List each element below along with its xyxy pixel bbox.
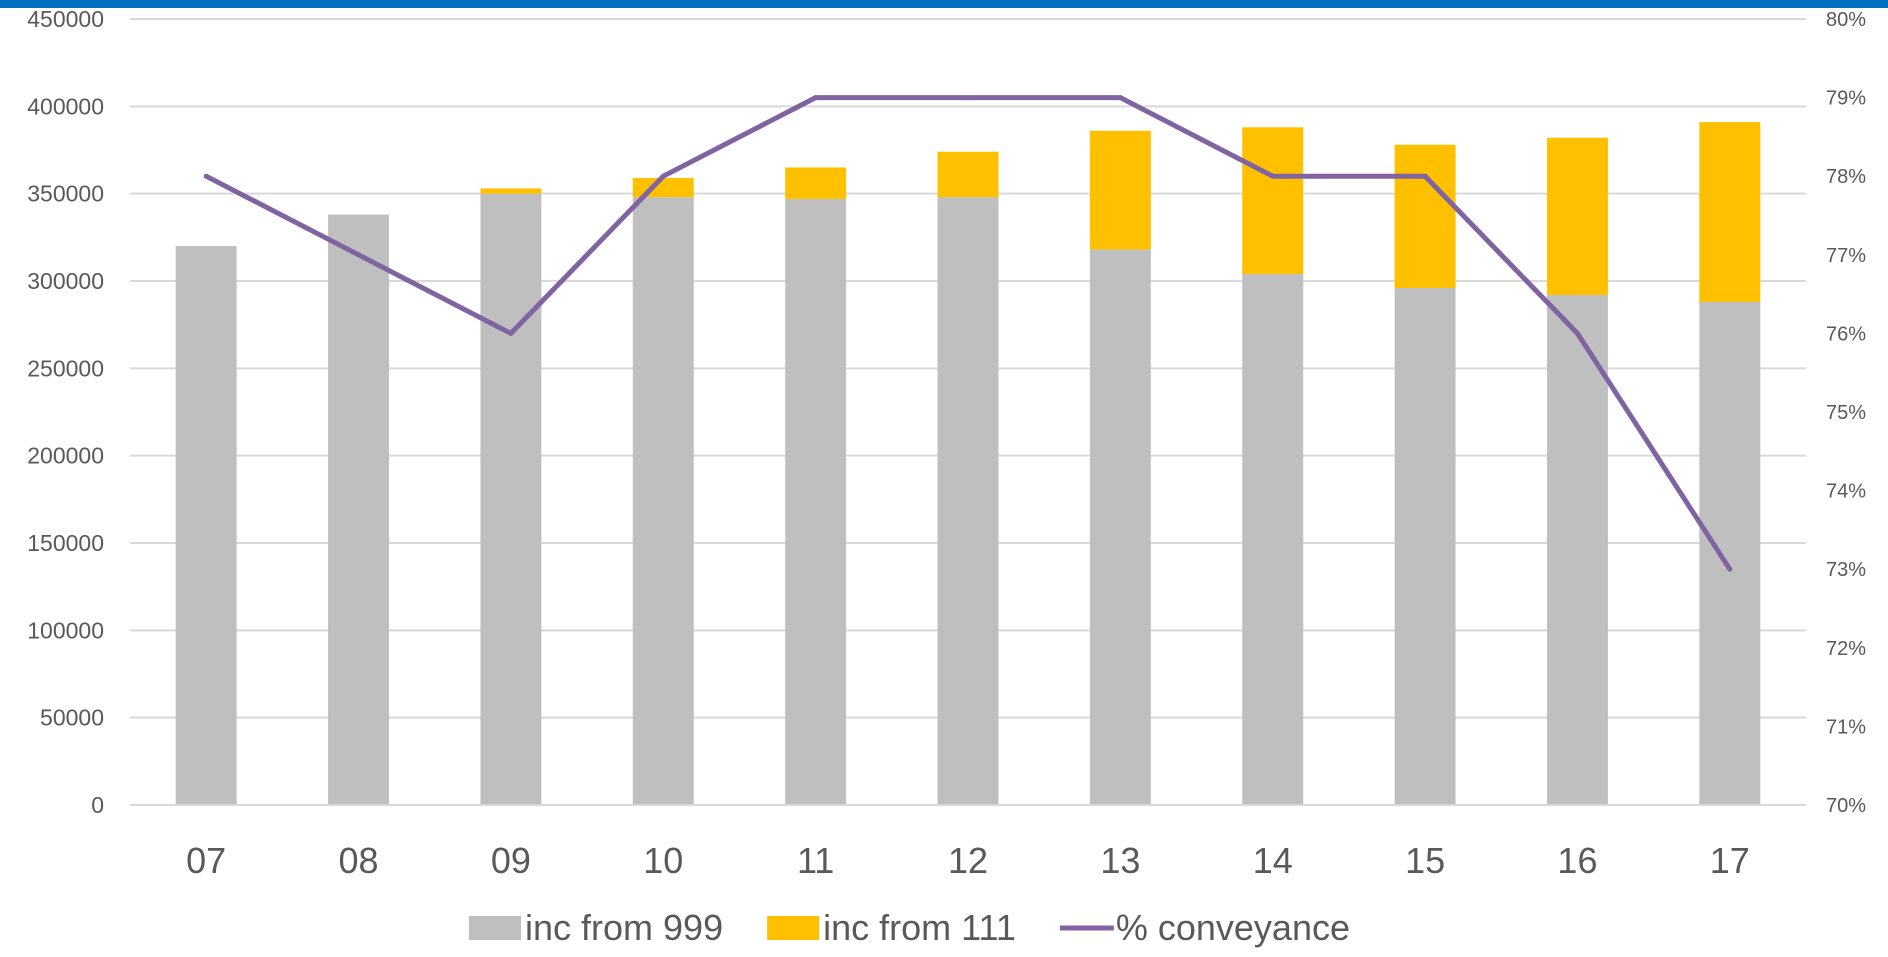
right-tick-label: 77% (1826, 245, 1866, 267)
legend-label: % conveyance (1116, 907, 1350, 948)
conveyance-point (508, 330, 514, 336)
x-tick-label: 16 (1557, 840, 1597, 881)
legend-label: inc from 111 (823, 907, 1016, 948)
right-tick-label: 73% (1826, 559, 1866, 581)
x-tick-label: 13 (1100, 840, 1140, 881)
conveyance-point (356, 252, 362, 258)
bar-inc-from-111 (1242, 127, 1304, 275)
left-tick-label: 0 (91, 792, 104, 818)
conveyance-point (965, 95, 971, 101)
conveyance-point (660, 173, 666, 179)
bar-inc-from-999 (328, 214, 390, 806)
right-tick-label: 71% (1826, 716, 1866, 738)
left-tick-label: 450000 (27, 6, 104, 32)
bar-inc-from-999 (785, 198, 847, 805)
x-tick-label: 12 (948, 840, 988, 881)
right-tick-label: 70% (1826, 795, 1866, 817)
left-tick-label: 400000 (27, 93, 104, 119)
x-tick-label: 07 (186, 840, 226, 881)
conveyance-point (1727, 566, 1733, 572)
x-axis: 07 08 09 10 11 12 13 14 15 16 17 (130, 804, 1806, 881)
legend-swatch-111 (767, 916, 820, 940)
bar-inc-from-111 (480, 188, 542, 194)
right-tick-label: 75% (1826, 402, 1866, 424)
bar-inc-from-999 (937, 197, 999, 805)
x-tick-label: 15 (1405, 840, 1445, 881)
legend-label: inc from 999 (525, 907, 723, 948)
x-tick-label: 14 (1253, 840, 1293, 881)
conveyance-point (1270, 173, 1276, 179)
right-y-axis: 70% 71% 72% 73% 74% 75% 76% 77% 78% 79% 80% (1826, 9, 1866, 817)
legend-swatch-999 (469, 916, 521, 940)
conveyance-point (813, 95, 819, 101)
conveyance-point (1422, 173, 1428, 179)
bar-inc-from-111 (632, 177, 694, 198)
left-tick-label: 200000 (27, 443, 104, 469)
bar-inc-from-999 (1546, 294, 1608, 805)
bar-inc-from-999 (1394, 287, 1456, 805)
bar-inc-from-999 (1242, 274, 1304, 806)
bar-inc-from-111 (1394, 144, 1456, 288)
bar-inc-from-111 (1699, 122, 1761, 302)
conveyance-point (1117, 95, 1123, 101)
right-tick-label: 76% (1826, 323, 1866, 345)
bar-inc-from-999 (175, 246, 237, 806)
bar-inc-from-111 (1546, 137, 1608, 295)
left-tick-label: 50000 (40, 705, 104, 731)
right-tick-label: 72% (1826, 638, 1866, 660)
bars (175, 122, 1761, 806)
conveyance-point (1574, 330, 1580, 336)
x-tick-label: 10 (643, 840, 683, 881)
left-tick-label: 100000 (27, 617, 104, 643)
right-tick-label: 80% (1826, 9, 1866, 31)
left-tick-label: 300000 (27, 268, 104, 294)
right-tick-label: 79% (1826, 88, 1866, 110)
left-tick-label: 250000 (27, 355, 104, 381)
x-tick-label: 08 (339, 840, 379, 881)
bar-inc-from-999 (1089, 249, 1151, 805)
right-tick-label: 78% (1826, 166, 1866, 188)
x-tick-label: 09 (491, 840, 531, 881)
left-y-axis: 0 50000 100000 150000 200000 250000 300000 3500… (27, 6, 104, 818)
conveyance-line-layer (203, 95, 1733, 572)
legend: inc from 999 inc from 111 % conveyance (469, 907, 1350, 948)
top-accent-bar (0, 0, 1888, 8)
x-tick-label: 17 (1710, 840, 1750, 881)
bar-inc-from-111 (937, 151, 999, 198)
bar-inc-from-999 (1699, 301, 1761, 805)
x-tick-label: 11 (797, 840, 834, 881)
conveyance-point (203, 173, 209, 179)
bar-inc-from-999 (480, 193, 542, 805)
left-tick-label: 150000 (27, 530, 104, 556)
left-tick-label: 350000 (27, 181, 104, 207)
bar-inc-from-999 (632, 197, 694, 805)
right-tick-label: 74% (1826, 481, 1866, 503)
bar-inc-from-111 (1089, 130, 1151, 250)
bar-inc-from-111 (785, 167, 847, 199)
